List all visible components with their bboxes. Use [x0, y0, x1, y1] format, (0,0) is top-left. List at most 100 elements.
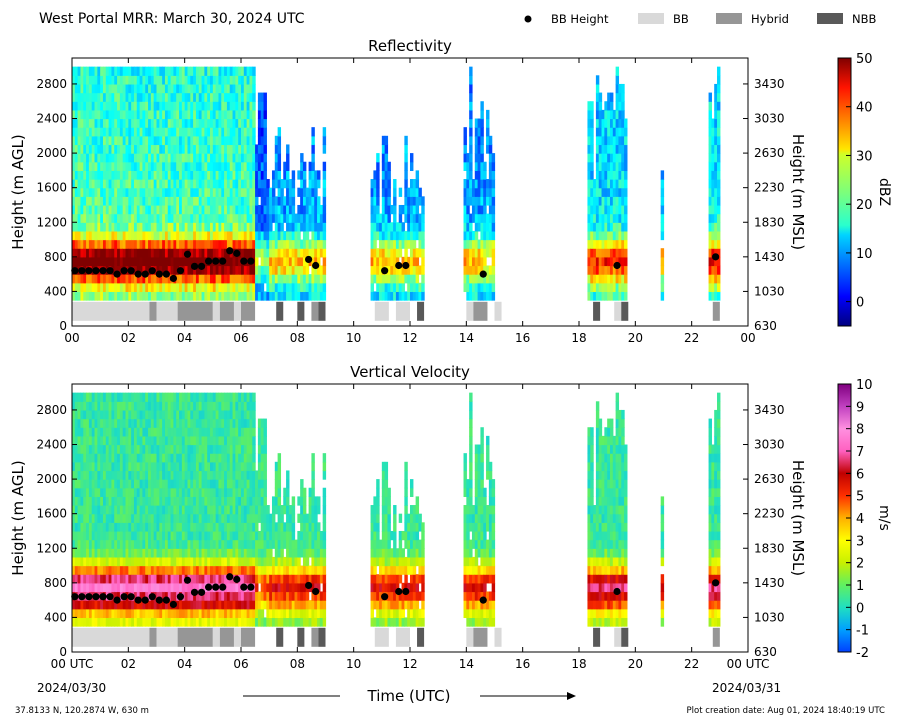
heatmap-cell	[263, 204, 267, 215]
heatmap-cell	[207, 92, 211, 102]
heatmap-cell	[412, 248, 417, 258]
heatmap-cell	[398, 265, 403, 275]
heatmap-cell	[232, 600, 236, 610]
heatmap-cell	[162, 513, 166, 523]
heatmap-cell	[381, 213, 386, 223]
heatmap-cell	[139, 479, 144, 489]
heatmap-cell	[164, 556, 169, 567]
heatmap-cell	[94, 487, 98, 497]
heatmap-cell	[601, 213, 605, 223]
heatmap-cell	[226, 496, 231, 506]
heatmap-cell	[212, 461, 217, 472]
heatmap-cell	[241, 291, 245, 301]
heatmap-cell	[243, 153, 248, 163]
heatmap-cell	[100, 204, 104, 215]
heatmap-cell	[91, 409, 96, 420]
heatmap-cell	[207, 222, 211, 232]
heatmap-cell	[302, 274, 307, 284]
x-tick-label: 00	[740, 331, 755, 345]
heatmap-cell	[105, 187, 110, 197]
heatmap-cell	[595, 204, 600, 215]
heatmap-cell	[156, 213, 160, 223]
heatmap-cell	[587, 170, 591, 180]
heatmap-cell	[156, 118, 160, 128]
heatmap-cell	[125, 530, 129, 541]
heatmap-cell	[241, 204, 245, 215]
heatmap-cell	[221, 196, 225, 206]
heatmap-cell	[142, 239, 146, 249]
heatmap-cell	[77, 539, 82, 549]
heatmap-cell	[190, 127, 194, 137]
heatmap-cell	[167, 153, 172, 163]
heatmap-cell	[125, 256, 129, 267]
heatmap-cell	[314, 256, 318, 267]
heatmap-cell	[201, 539, 205, 549]
heatmap-cell	[249, 83, 253, 94]
heatmap-cell	[246, 453, 251, 463]
heatmap-cell	[136, 548, 141, 558]
heatmap-cell	[114, 556, 118, 567]
heatmap-cell	[187, 530, 191, 541]
heatmap-cell	[243, 213, 248, 223]
heatmap-cell	[249, 427, 253, 437]
heatmap-cell	[77, 170, 82, 180]
heatmap-cell	[156, 401, 160, 411]
bb-height-point	[381, 267, 389, 275]
heatmap-cell	[128, 496, 132, 506]
heatmap-cell	[488, 265, 493, 275]
heatmap-cell	[207, 179, 211, 189]
heatmap-cell	[243, 608, 248, 619]
heatmap-cell	[77, 92, 82, 102]
heatmap-cell	[167, 248, 172, 258]
heatmap-cell	[119, 427, 124, 437]
heatmap-cell	[167, 574, 172, 584]
heatmap-cell	[80, 109, 84, 120]
heatmap-cell	[305, 230, 310, 241]
heatmap-cell	[255, 556, 259, 567]
heatmap-cell	[415, 274, 420, 284]
heatmap-cell	[624, 118, 628, 128]
heatmap-cell	[212, 548, 217, 558]
reflectivity-x-ticks: 00 02 04 06 08 10 12 14 16 18 20 22 00	[64, 58, 756, 345]
heatmap-cell	[249, 401, 253, 411]
heatmap-cell	[224, 109, 228, 120]
heatmap-cell	[249, 574, 253, 584]
heatmap-cell	[128, 453, 132, 463]
heatmap-cell	[421, 204, 425, 215]
heatmap-cell	[229, 608, 234, 619]
heatmap-cell	[159, 401, 163, 411]
heatmap-cell	[463, 213, 467, 223]
heatmap-cell	[384, 274, 389, 284]
heatmap-cell	[288, 179, 293, 189]
heatmap-cell	[317, 204, 321, 215]
heatmap-cell	[184, 204, 189, 215]
heatmap-cell	[77, 222, 82, 232]
heatmap-cell	[238, 530, 242, 541]
heatmap-cell	[201, 565, 205, 575]
heatmap-cell	[601, 265, 605, 275]
heatmap-cell	[117, 75, 121, 85]
heatmap-cell	[469, 213, 473, 223]
heatmap-cell	[226, 187, 231, 197]
heatmap-cell	[74, 230, 79, 241]
heatmap-cell	[119, 222, 124, 232]
heatmap-cell	[393, 291, 397, 301]
heatmap-cell	[291, 256, 296, 267]
heatmap-cell	[246, 479, 251, 489]
heatmap-cell	[195, 92, 200, 102]
heatmap-cell	[204, 92, 208, 102]
heatmap-cell	[150, 291, 155, 301]
heatmap-cell	[215, 574, 220, 584]
heatmap-cell	[204, 213, 208, 223]
heatmap-cell	[224, 513, 228, 523]
heatmap-cell	[153, 127, 158, 137]
heatmap-cell	[260, 135, 265, 146]
heatmap-cell	[164, 239, 169, 249]
heatmap-cell	[181, 92, 186, 102]
x-tick-label: 08	[290, 331, 305, 345]
heatmap-cell	[156, 179, 160, 189]
heatmap-cell	[224, 282, 228, 293]
heatmap-cell	[477, 118, 482, 128]
heatmap-cell	[91, 470, 96, 480]
heatmap-cell	[257, 109, 262, 120]
